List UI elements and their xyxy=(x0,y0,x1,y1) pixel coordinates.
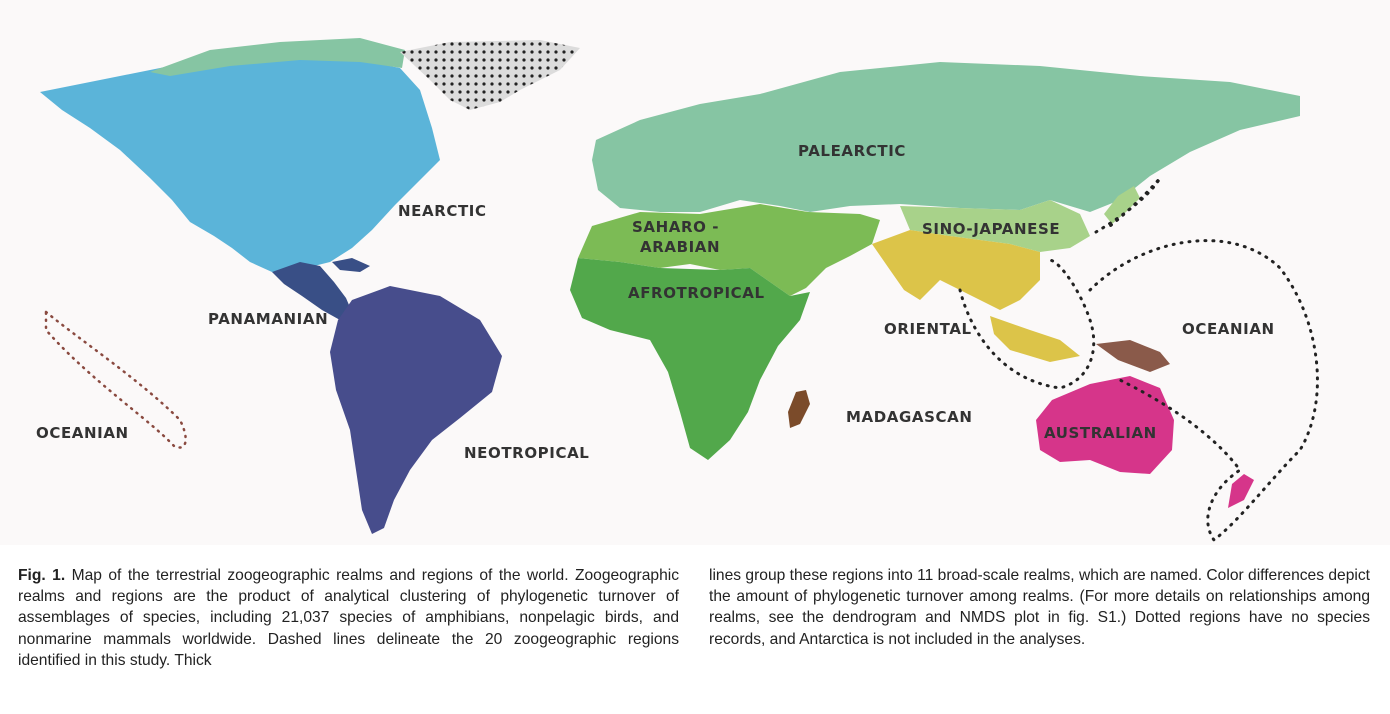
region-greenland-no-records xyxy=(400,40,580,110)
region-palearctic xyxy=(592,62,1300,212)
label-sino-japanese: SINO-JAPANESE xyxy=(922,220,1060,238)
region-caribbean xyxy=(332,258,370,272)
region-neotropical xyxy=(330,286,502,534)
label-neotropical: NEOTROPICAL xyxy=(464,444,589,462)
label-afrotropical: AFROTROPICAL xyxy=(628,284,765,302)
region-australian xyxy=(1036,376,1174,474)
label-nearctic: NEARCTIC xyxy=(398,202,487,220)
label-palearctic: PALEARCTIC xyxy=(798,142,906,160)
label-saharo-arabian-2: ARABIAN xyxy=(640,238,720,256)
region-saharo-arabian xyxy=(578,204,880,296)
region-japan xyxy=(1104,186,1140,224)
japan-dotted-boundary xyxy=(1094,177,1162,234)
region-sino-japanese xyxy=(900,200,1090,252)
label-saharo-arabian-1: SAHARO - xyxy=(632,218,719,236)
world-map: NEARCTIC PALEARCTIC SAHARO - ARABIAN SIN… xyxy=(36,38,1319,543)
caption-column-2: lines group these regions into 11 broad-… xyxy=(709,565,1370,671)
region-panamanian xyxy=(272,262,352,320)
oceanian-boundary-right xyxy=(1088,239,1319,543)
region-oriental-islands xyxy=(990,316,1080,362)
region-madagascan xyxy=(788,390,810,428)
oriental-dotted-boundary xyxy=(958,258,1096,390)
caption-text-1: Map of the terrestrial zoogeographic rea… xyxy=(18,567,679,669)
label-australian: AUSTRALIAN xyxy=(1044,424,1157,442)
label-panamanian: PANAMANIAN xyxy=(208,310,328,328)
figure-caption: Fig. 1. Map of the terrestrial zoogeogra… xyxy=(18,565,1370,671)
label-madagascan: MADAGASCAN xyxy=(846,408,973,426)
label-oriental: ORIENTAL xyxy=(884,320,972,338)
region-afrotropical xyxy=(570,258,810,460)
caption-text-2: lines group these regions into 11 broad-… xyxy=(709,567,1370,648)
oceanian-boundary-left xyxy=(44,309,187,449)
figure-label: Fig. 1. xyxy=(18,567,66,584)
label-oceanian-right: OCEANIAN xyxy=(1182,320,1275,338)
region-nearctic-arctic xyxy=(150,38,405,76)
region-new-guinea xyxy=(1096,340,1170,372)
region-new-zealand xyxy=(1228,474,1254,508)
label-oceanian-left: OCEANIAN xyxy=(36,424,129,442)
region-oriental xyxy=(872,230,1040,310)
caption-column-1: Fig. 1. Map of the terrestrial zoogeogra… xyxy=(18,565,679,671)
region-nearctic xyxy=(40,56,440,272)
